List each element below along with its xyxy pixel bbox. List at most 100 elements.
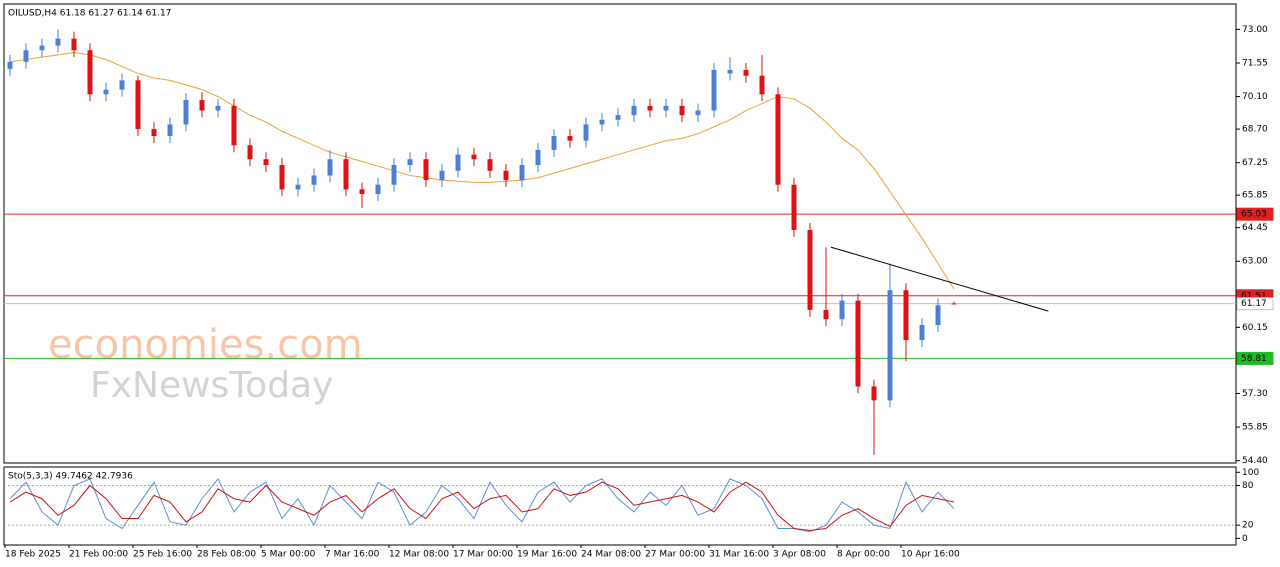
candle-body	[807, 229, 813, 310]
candle-body	[327, 159, 333, 176]
x-tick-label: 8 Apr 00:00	[837, 550, 890, 560]
candle-body	[855, 300, 861, 387]
candle-body	[503, 170, 509, 181]
candle-body	[391, 165, 397, 185]
candle-body	[951, 303, 957, 305]
y-tick-label: 71.55	[1242, 58, 1268, 68]
stochastic-label: Sto(5,3,3) 49.7462 42.7936	[8, 472, 133, 482]
candle-body	[215, 105, 221, 111]
x-tick-label: 5 Mar 00:00	[261, 550, 316, 560]
candle-body	[279, 165, 285, 190]
stochastic-tick-label: 0	[1242, 534, 1248, 544]
x-tick-label: 24 Mar 08:00	[581, 550, 641, 560]
y-tick-label: 68.70	[1242, 125, 1268, 135]
y-tick-label: 63.00	[1242, 257, 1268, 267]
x-tick-label: 28 Feb 08:00	[197, 550, 256, 560]
candle-body	[311, 175, 317, 185]
x-tick-label: 3 Apr 08:00	[773, 550, 826, 560]
candle-body	[231, 105, 237, 146]
candle-body	[823, 309, 829, 320]
candle-body	[663, 105, 669, 111]
x-tick-label: 25 Feb 16:00	[133, 550, 192, 560]
x-tick-label: 17 Mar 00:00	[453, 550, 513, 560]
candle-body	[567, 136, 573, 141]
candle-body	[583, 124, 589, 141]
candle-body	[599, 119, 605, 125]
y-tick-label: 73.00	[1242, 25, 1268, 35]
candle-body	[199, 100, 205, 111]
price-level-tag	[1236, 351, 1274, 365]
stochastic-pane	[3, 466, 1237, 546]
candle-body	[423, 159, 429, 181]
candle-body	[247, 145, 253, 160]
stochastic-tick-label: 20	[1242, 521, 1254, 531]
candle-body	[887, 290, 893, 401]
candle-body	[7, 61, 13, 69]
price-level-label: 61.51	[1241, 291, 1267, 301]
y-tick-label: 55.85	[1242, 423, 1268, 433]
candle-body	[487, 159, 493, 171]
chart-header: OILUSD,H4 61.18 61.27 61.14 61.17	[8, 9, 171, 19]
candle-body	[727, 69, 733, 74]
y-tick-label: 65.85	[1242, 191, 1268, 201]
x-tick-label: 27 Mar 00:00	[645, 550, 705, 560]
y-tick-label: 67.25	[1242, 158, 1268, 168]
y-tick-label: 54.40	[1242, 456, 1268, 466]
candle-body	[695, 110, 701, 116]
price-level-label: 61.17	[1241, 299, 1267, 309]
candle-body	[407, 159, 413, 166]
price-level-tag	[1236, 297, 1274, 311]
candle-body	[471, 154, 477, 160]
price-level-tag	[1236, 207, 1274, 221]
candle-body	[343, 159, 349, 190]
y-tick-label: 64.45	[1242, 223, 1268, 233]
y-tick-label: 60.15	[1242, 323, 1268, 333]
candle-body	[135, 80, 141, 130]
candle-body	[55, 38, 61, 46]
price-level-label: 58.81	[1241, 354, 1267, 364]
candle-body	[39, 45, 45, 51]
main-pane	[3, 3, 1237, 464]
candle-body	[23, 50, 29, 62]
stochastic-tick-label: 80	[1242, 481, 1254, 491]
candle-body	[375, 184, 381, 194]
x-tick-label: 10 Apr 16:00	[901, 550, 960, 560]
candle-body	[455, 154, 461, 171]
x-tick-label: 31 Mar 16:00	[709, 550, 769, 560]
watermark-brand: economies.com	[48, 322, 363, 368]
candle-body	[919, 325, 925, 341]
candle-body	[87, 50, 93, 95]
x-tick-label: 7 Mar 16:00	[325, 550, 380, 560]
candle-body	[759, 75, 765, 95]
price-level-label: 65.03	[1241, 210, 1267, 220]
watermark-sub: FxNewsToday	[90, 365, 333, 406]
candle-body	[791, 184, 797, 230]
candle-body	[551, 136, 557, 150]
candle-body	[903, 290, 909, 341]
candle-body	[839, 300, 845, 320]
y-tick-label: 70.10	[1242, 92, 1268, 102]
stochastic-tick-label: 100	[1242, 468, 1259, 478]
candle-body	[151, 129, 157, 137]
candle-body	[183, 100, 189, 125]
candle-body	[359, 189, 365, 194]
candle-body	[295, 184, 301, 190]
trendline	[830, 246, 1049, 312]
candle-body	[647, 105, 653, 111]
stochastic-k	[9, 477, 955, 533]
candle-body	[167, 124, 173, 137]
x-tick-label: 19 Mar 16:00	[517, 550, 577, 560]
candle-body	[71, 38, 77, 51]
candle-body	[535, 149, 541, 166]
x-tick-label: 18 Feb 2025	[5, 550, 61, 560]
candle-body	[679, 105, 685, 116]
candle-body	[439, 170, 445, 181]
candle-body	[103, 89, 109, 95]
x-tick-label: 21 Feb 00:00	[69, 550, 128, 560]
candle-body	[263, 159, 269, 166]
candle-body	[775, 94, 781, 185]
candle-body	[631, 105, 637, 116]
x-tick-label: 12 Mar 08:00	[389, 550, 449, 560]
candle-body	[615, 115, 621, 120]
